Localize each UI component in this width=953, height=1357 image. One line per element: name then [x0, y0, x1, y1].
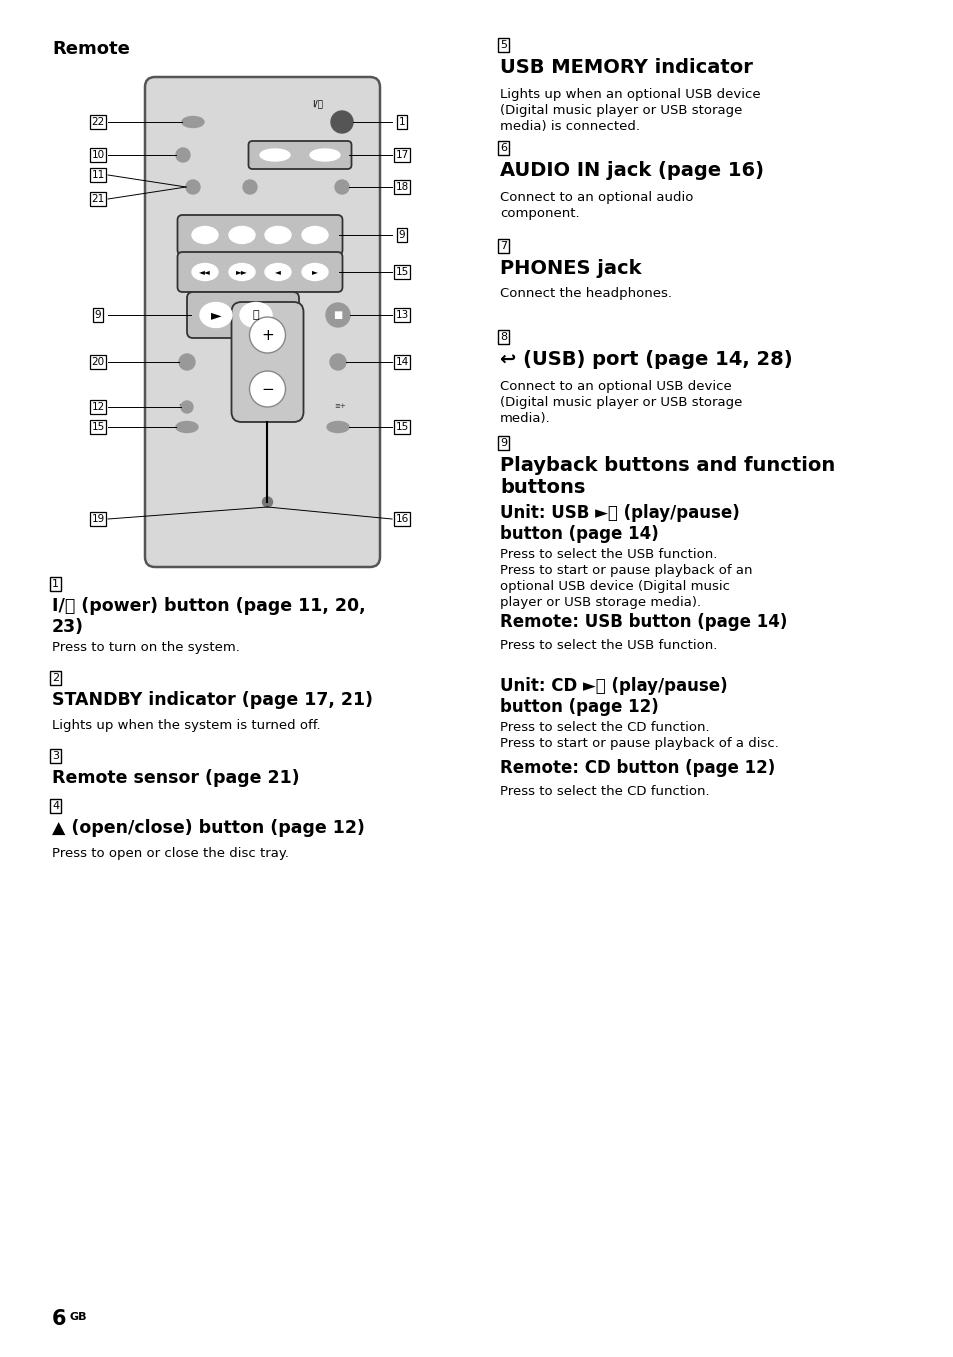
Text: Press to open or close the disc tray.: Press to open or close the disc tray. [52, 847, 289, 860]
Text: 20: 20 [91, 357, 105, 366]
Text: 5: 5 [499, 39, 506, 50]
Text: Unit: CD ►⏸ (play/pause)
button (page 12): Unit: CD ►⏸ (play/pause) button (page 12… [499, 677, 727, 715]
Ellipse shape [265, 263, 291, 281]
Text: 18: 18 [395, 182, 408, 191]
Text: USB MEMORY indicator: USB MEMORY indicator [499, 58, 752, 77]
Circle shape [331, 111, 353, 133]
Ellipse shape [192, 227, 218, 243]
Text: 7: 7 [499, 242, 507, 251]
Text: 8: 8 [499, 332, 507, 342]
Text: 4: 4 [52, 801, 59, 811]
Ellipse shape [192, 263, 218, 281]
Circle shape [250, 370, 285, 407]
Text: 1: 1 [52, 579, 59, 589]
Text: 13: 13 [395, 309, 408, 320]
Text: ■: ■ [333, 309, 342, 320]
Text: 9: 9 [398, 229, 405, 240]
Text: Press to select the CD function.: Press to select the CD function. [499, 784, 709, 798]
Text: ⏸: ⏸ [253, 309, 259, 320]
Circle shape [335, 180, 349, 194]
Text: Press to select the USB function.
Press to start or pause playback of an
optiona: Press to select the USB function. Press … [499, 548, 752, 609]
Circle shape [179, 354, 194, 370]
FancyBboxPatch shape [248, 141, 351, 170]
FancyBboxPatch shape [177, 252, 342, 292]
Circle shape [262, 497, 273, 508]
Text: 9: 9 [499, 438, 507, 448]
Text: Remote: USB button (page 14): Remote: USB button (page 14) [499, 613, 786, 631]
Text: AUDIO IN jack (page 16): AUDIO IN jack (page 16) [499, 161, 763, 180]
Circle shape [250, 318, 285, 353]
Text: Lights up when the system is turned off.: Lights up when the system is turned off. [52, 719, 320, 731]
Text: Connect to an optional USB device
(Digital music player or USB storage
media).: Connect to an optional USB device (Digit… [499, 380, 741, 425]
Text: 6: 6 [52, 1310, 67, 1329]
Ellipse shape [302, 263, 328, 281]
Circle shape [243, 180, 256, 194]
Text: Lights up when an optional USB device
(Digital music player or USB storage
media: Lights up when an optional USB device (D… [499, 88, 760, 133]
Text: 22: 22 [91, 117, 105, 128]
FancyBboxPatch shape [145, 77, 379, 567]
Text: ◄: ◄ [274, 267, 280, 277]
Text: Press to select the USB function.: Press to select the USB function. [499, 639, 717, 651]
Text: 17: 17 [395, 151, 408, 160]
Text: ≡+: ≡+ [334, 403, 346, 408]
Circle shape [181, 402, 193, 413]
Ellipse shape [260, 149, 290, 161]
Ellipse shape [229, 227, 254, 243]
Text: Press to select the CD function.
Press to start or pause playback of a disc.: Press to select the CD function. Press t… [499, 721, 778, 750]
Ellipse shape [175, 422, 198, 433]
Text: Unit: USB ►⏸ (play/pause)
button (page 14): Unit: USB ►⏸ (play/pause) button (page 1… [499, 503, 739, 543]
Text: Remote: Remote [52, 39, 130, 58]
Ellipse shape [182, 117, 204, 128]
Text: I/⏻ (power) button (page 11, 20,
23): I/⏻ (power) button (page 11, 20, 23) [52, 597, 365, 636]
Text: 1: 1 [398, 117, 405, 128]
FancyBboxPatch shape [232, 303, 303, 422]
Text: 14: 14 [395, 357, 408, 366]
Text: 15: 15 [395, 267, 408, 277]
Circle shape [186, 180, 200, 194]
Text: +: + [261, 327, 274, 342]
Text: 11: 11 [91, 170, 105, 180]
Circle shape [326, 303, 350, 327]
Text: 16: 16 [395, 514, 408, 524]
Text: ↩ (USB) port (page 14, 28): ↩ (USB) port (page 14, 28) [499, 350, 792, 369]
Text: PHONES jack: PHONES jack [499, 259, 640, 278]
Text: 9: 9 [94, 309, 101, 320]
Circle shape [330, 354, 346, 370]
Text: Playback buttons and function
buttons: Playback buttons and function buttons [499, 456, 835, 497]
Text: Press to turn on the system.: Press to turn on the system. [52, 641, 239, 654]
Ellipse shape [265, 227, 291, 243]
Text: ►►: ►► [236, 267, 248, 277]
Text: ◄◄: ◄◄ [199, 267, 211, 277]
Text: ≡−: ≡− [178, 403, 190, 408]
Text: ►: ► [211, 308, 221, 322]
Text: Connect the headphones.: Connect the headphones. [499, 286, 671, 300]
Text: 12: 12 [91, 402, 105, 413]
Text: ►: ► [312, 267, 317, 277]
FancyBboxPatch shape [177, 214, 342, 255]
Text: 15: 15 [91, 422, 105, 432]
Ellipse shape [240, 303, 272, 327]
Text: 15: 15 [395, 422, 408, 432]
FancyBboxPatch shape [187, 292, 298, 338]
Text: I/⏻: I/⏻ [312, 99, 323, 109]
Ellipse shape [302, 227, 328, 243]
Ellipse shape [310, 149, 339, 161]
Circle shape [175, 148, 190, 161]
Text: STANDBY indicator (page 17, 21): STANDBY indicator (page 17, 21) [52, 691, 373, 708]
Text: Remote: CD button (page 12): Remote: CD button (page 12) [499, 759, 775, 778]
Text: ▲ (open/close) button (page 12): ▲ (open/close) button (page 12) [52, 820, 364, 837]
Text: 21: 21 [91, 194, 105, 204]
Text: 19: 19 [91, 514, 105, 524]
Text: Connect to an optional audio
component.: Connect to an optional audio component. [499, 191, 693, 220]
Ellipse shape [229, 263, 254, 281]
Ellipse shape [327, 422, 349, 433]
Text: 2: 2 [52, 673, 59, 683]
Ellipse shape [200, 303, 232, 327]
Text: 6: 6 [499, 142, 506, 153]
Text: 10: 10 [91, 151, 105, 160]
Text: 3: 3 [52, 750, 59, 761]
Text: GB: GB [69, 1312, 87, 1322]
Text: −: − [261, 381, 274, 396]
Text: Remote sensor (page 21): Remote sensor (page 21) [52, 769, 299, 787]
